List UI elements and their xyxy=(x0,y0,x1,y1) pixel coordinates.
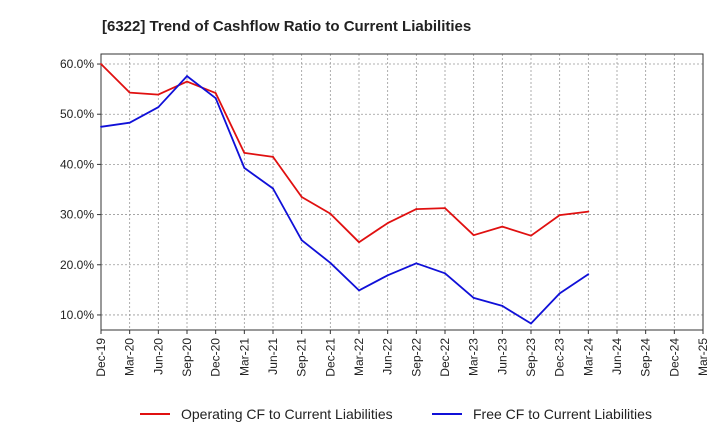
data-point xyxy=(243,167,246,169)
x-tick-label: Mar-20 xyxy=(123,338,137,376)
data-point xyxy=(415,208,418,210)
x-tick-label: Dec-21 xyxy=(323,338,337,377)
x-tick-label: Sep-22 xyxy=(409,338,423,377)
data-point xyxy=(186,75,188,77)
data-point xyxy=(501,305,504,307)
y-tick-label: 50.0% xyxy=(60,107,94,121)
data-point xyxy=(329,261,332,264)
data-point xyxy=(530,234,532,237)
data-point xyxy=(472,234,475,237)
data-point xyxy=(587,210,590,213)
data-point xyxy=(157,106,160,109)
data-point xyxy=(558,292,561,295)
data-point xyxy=(530,322,532,325)
data-point xyxy=(386,274,389,277)
gridlines xyxy=(101,54,703,330)
y-tick-label: 40.0% xyxy=(60,157,94,171)
series-lines xyxy=(100,63,590,325)
data-point xyxy=(444,207,446,209)
x-tick-label: Mar-24 xyxy=(581,338,595,376)
x-tick-label: Mar-22 xyxy=(352,338,366,376)
x-tick-label: Dec-23 xyxy=(553,338,567,377)
data-point xyxy=(444,272,446,275)
y-tick-label: 60.0% xyxy=(60,57,94,71)
y-tick-label: 30.0% xyxy=(60,208,94,222)
data-point xyxy=(501,225,504,228)
y-tick-label: 20.0% xyxy=(60,258,94,272)
data-point xyxy=(358,241,360,244)
data-point xyxy=(358,289,360,292)
x-tick-label: Jun-21 xyxy=(266,338,280,375)
data-point xyxy=(300,239,303,242)
data-point xyxy=(157,93,160,96)
x-tick-label: Mar-21 xyxy=(237,338,251,376)
data-point xyxy=(386,222,389,225)
x-tick-label: Mar-25 xyxy=(696,338,710,376)
data-point xyxy=(128,121,131,124)
x-tick-label: Sep-24 xyxy=(639,338,653,377)
data-point xyxy=(100,125,102,128)
x-axis: Dec-19 Mar-20 Jun-20 Sep-20 Dec-20 Mar-21 Jun-… xyxy=(94,330,710,377)
x-tick-label: Jun-22 xyxy=(381,338,395,375)
x-tick-label: Mar-23 xyxy=(467,338,481,376)
data-point xyxy=(186,80,188,83)
y-axis: 10.0% 20.0% 30.0% 40.0% 50.0% 60.0% xyxy=(60,57,101,322)
series-line-1 xyxy=(100,63,589,244)
data-point xyxy=(558,214,561,216)
legend: Operating CF to Current Liabilities Free … xyxy=(140,406,652,422)
data-point xyxy=(472,296,475,299)
x-tick-label: Sep-20 xyxy=(180,338,194,377)
series-line-2 xyxy=(100,75,589,325)
x-tick-label: Jun-23 xyxy=(495,338,509,375)
x-tick-label: Dec-24 xyxy=(667,338,681,377)
chart-title: [6322] Trend of Cashflow Ratio to Curren… xyxy=(102,18,471,35)
data-point xyxy=(128,91,131,94)
data-point xyxy=(415,262,418,265)
legend-label: Operating CF to Current Liabilities xyxy=(181,406,393,422)
x-tick-label: Dec-19 xyxy=(94,338,108,377)
x-tick-label: Jun-24 xyxy=(610,338,624,375)
y-tick-label: 10.0% xyxy=(60,308,94,322)
x-tick-label: Sep-23 xyxy=(524,338,538,377)
data-point xyxy=(272,187,274,190)
data-point xyxy=(300,196,303,198)
data-point xyxy=(587,273,590,276)
x-tick-label: Sep-21 xyxy=(295,338,309,377)
x-tick-label: Dec-22 xyxy=(438,338,452,377)
data-point xyxy=(329,212,332,215)
x-tick-label: Dec-20 xyxy=(209,338,223,377)
data-point xyxy=(100,63,102,65)
x-tick-label: Jun-20 xyxy=(151,338,165,375)
data-point xyxy=(243,151,246,154)
data-point xyxy=(214,97,217,100)
legend-label: Free CF to Current Liabilities xyxy=(473,406,652,422)
data-point xyxy=(272,155,274,158)
plot-area xyxy=(100,53,704,331)
data-point xyxy=(214,92,217,95)
